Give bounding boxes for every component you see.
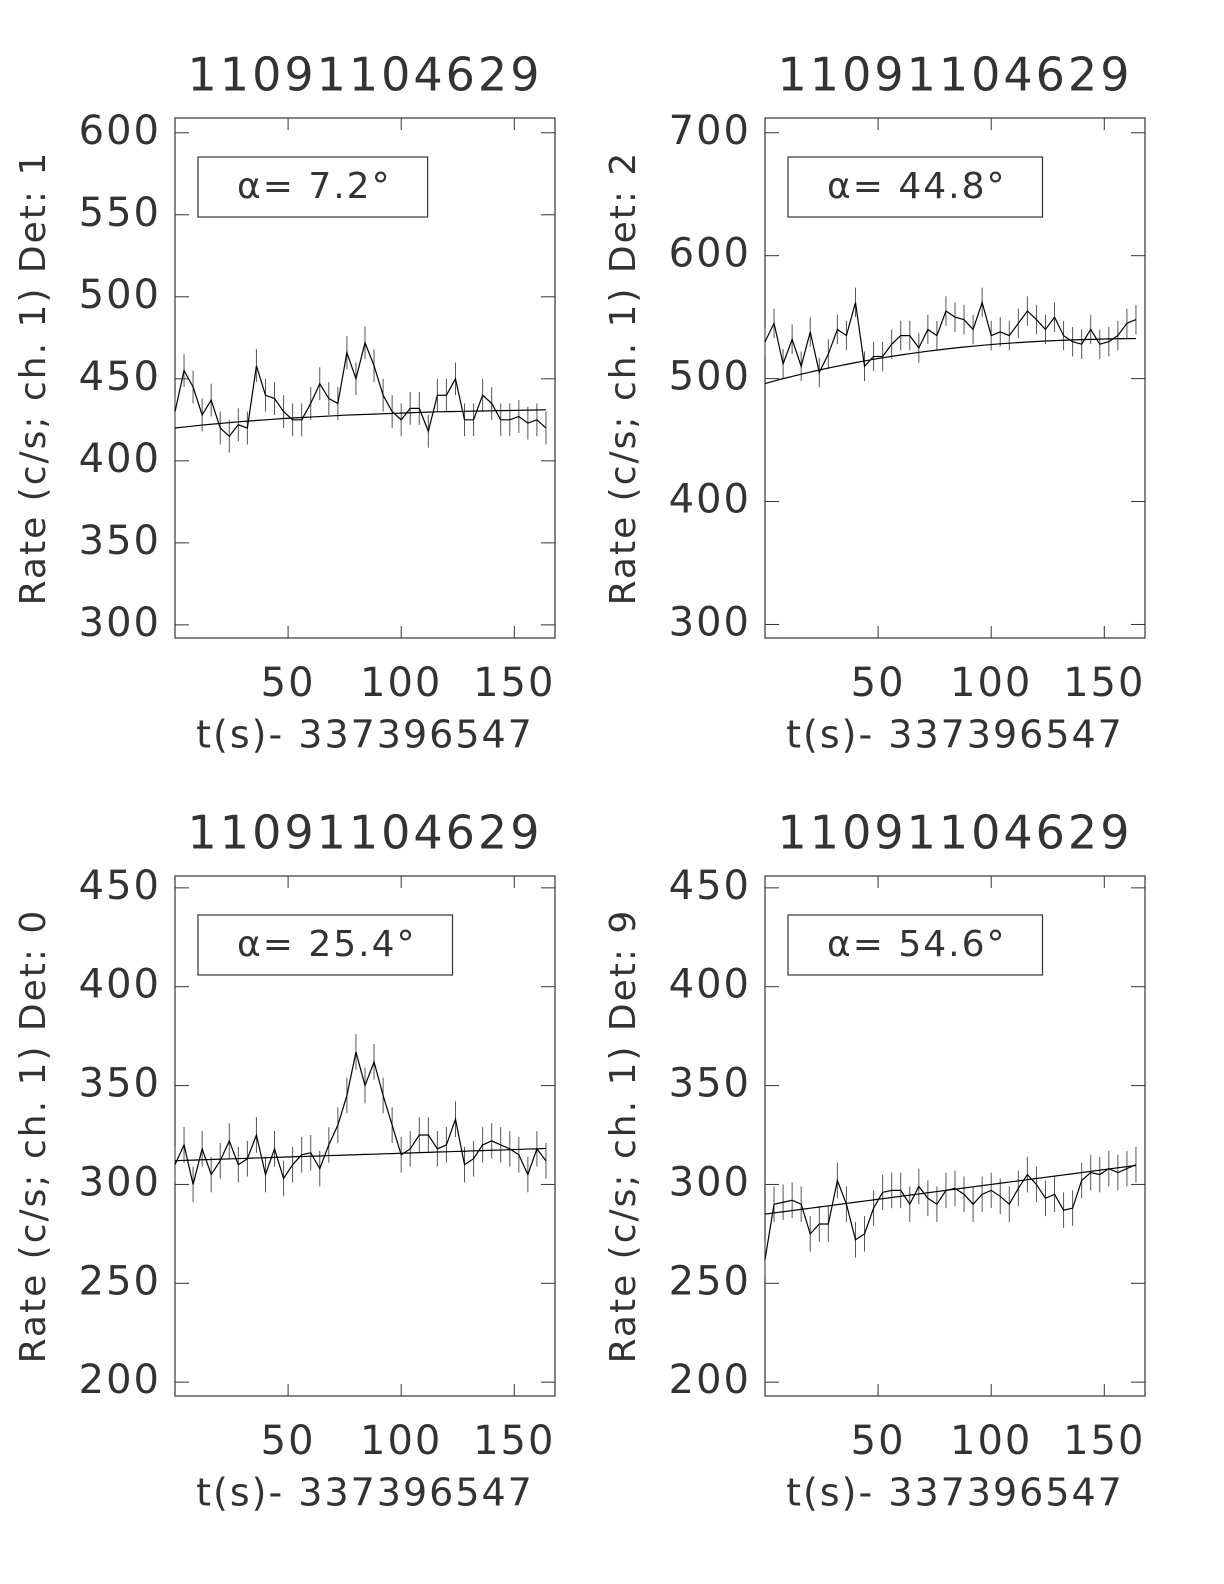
y-tick-label: 400 — [79, 436, 161, 482]
y-tick-label: 300 — [79, 1159, 161, 1205]
annotation-box — [197, 156, 429, 218]
y-axis-label: Rate (c/s; ch. 1) Det: 2 — [603, 151, 644, 606]
y-tick-label: 450 — [669, 863, 751, 909]
chart-title: 11091104629 — [188, 48, 543, 102]
y-tick-label: 550 — [79, 190, 161, 236]
y-tick-label: 500 — [79, 272, 161, 318]
chart-title: 11091104629 — [778, 48, 1133, 102]
data-line — [174, 340, 547, 438]
x-tick-label: 150 — [1063, 660, 1145, 706]
x-tick-label: 100 — [950, 1418, 1032, 1464]
y-tick-label: 600 — [669, 231, 751, 277]
x-tick-label: 150 — [1063, 1418, 1145, 1464]
y-tick-label: 400 — [669, 962, 751, 1008]
plot-frame — [764, 117, 1146, 639]
x-tick-label: 50 — [261, 660, 316, 706]
y-tick-label: 450 — [79, 354, 161, 400]
fit-line — [764, 1164, 1137, 1215]
y-tick-label: 250 — [79, 1258, 161, 1304]
plot-frame — [764, 875, 1146, 1397]
annotation-box — [787, 914, 1044, 976]
y-tick-label: 400 — [79, 962, 161, 1008]
annotation-box — [787, 156, 1044, 218]
y-tick-label: 600 — [79, 108, 161, 154]
y-axis-label: Rate (c/s; ch. 1) Det: 9 — [603, 909, 644, 1364]
x-tick-label: 100 — [360, 660, 442, 706]
annotation-box — [197, 914, 454, 976]
annotation: α= 54.6° — [827, 924, 1007, 965]
fit-line — [174, 409, 546, 429]
x-tick-label: 50 — [851, 660, 906, 706]
x-tick-label: 50 — [261, 1418, 316, 1464]
y-axis-label: Rate (c/s; ch. 1) Det: 1 — [13, 151, 54, 606]
x-axis-label: t(s)- 337396547 — [196, 1471, 534, 1515]
x-tick-label: 150 — [473, 660, 555, 706]
annotation: α= 7.2° — [237, 166, 392, 207]
y-tick-label: 300 — [79, 600, 161, 646]
y-tick-label: 350 — [669, 1061, 751, 1107]
y-tick-label: 200 — [669, 1357, 751, 1403]
data-line — [764, 1164, 1137, 1260]
chart-title: 11091104629 — [778, 806, 1133, 860]
x-tick-label: 50 — [851, 1418, 906, 1464]
x-axis-label: t(s)- 337396547 — [786, 713, 1124, 757]
annotation: α= 44.8° — [827, 166, 1007, 207]
x-tick-label: 100 — [360, 1418, 442, 1464]
y-tick-label: 350 — [79, 518, 161, 564]
plot-frame — [174, 117, 556, 639]
chart-title: 11091104629 — [188, 806, 543, 860]
x-tick-label: 100 — [950, 660, 1032, 706]
y-tick-label: 300 — [669, 599, 751, 645]
y-tick-label: 200 — [79, 1357, 161, 1403]
y-axis-label: Rate (c/s; ch. 1) Det: 0 — [13, 909, 54, 1364]
y-tick-label: 500 — [669, 354, 751, 400]
fit-line — [174, 1147, 546, 1162]
annotation: α= 25.4° — [237, 924, 417, 965]
y-tick-label: 400 — [669, 477, 751, 523]
y-tick-label: 250 — [669, 1258, 751, 1304]
data-line — [174, 1051, 547, 1185]
x-tick-label: 150 — [473, 1418, 555, 1464]
data-line — [764, 300, 1137, 375]
y-tick-label: 450 — [79, 863, 161, 909]
fit-line — [764, 337, 1136, 385]
y-tick-label: 350 — [79, 1061, 161, 1107]
plot-frame — [174, 875, 556, 1397]
x-axis-label: t(s)- 337396547 — [196, 713, 534, 757]
y-tick-label: 700 — [669, 108, 751, 154]
y-tick-label: 300 — [669, 1159, 751, 1205]
x-axis-label: t(s)- 337396547 — [786, 1471, 1124, 1515]
